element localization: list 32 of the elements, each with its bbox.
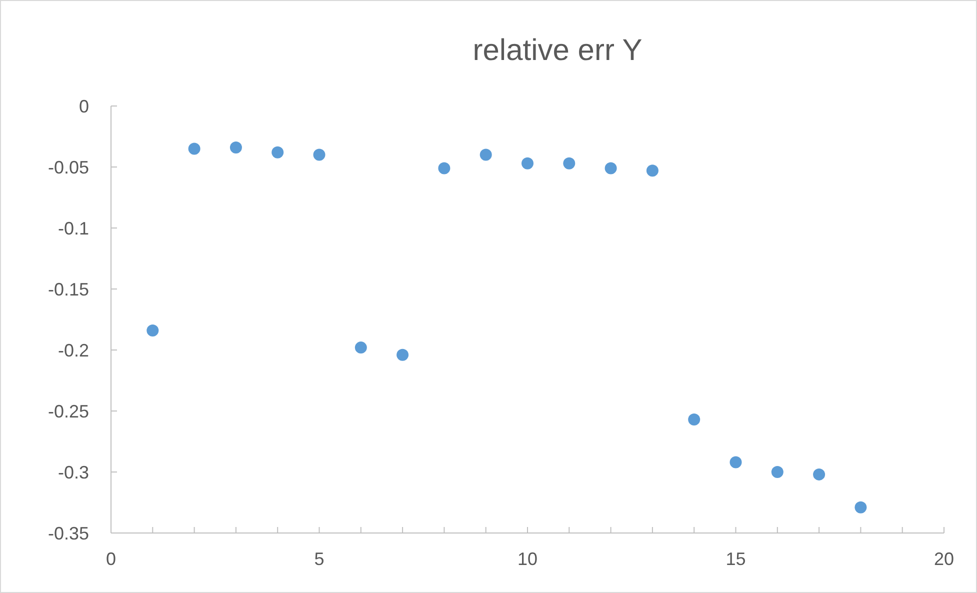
- point: [813, 468, 826, 480]
- point: [854, 501, 867, 514]
- y-tick-label: -0.1: [58, 218, 89, 238]
- point: [563, 157, 576, 170]
- chart-title: relative err Y: [472, 34, 642, 67]
- point: [313, 148, 326, 161]
- point: [396, 348, 409, 361]
- point: [230, 141, 242, 154]
- y-tick-label: 0: [78, 96, 89, 116]
- point: [522, 157, 534, 170]
- y-tick-label: -0.2: [58, 340, 89, 360]
- point: [272, 146, 284, 158]
- x-tick-label: 5: [314, 549, 324, 569]
- y-tick-label: -0.05: [48, 157, 89, 178]
- point: [146, 324, 159, 336]
- point: [188, 142, 200, 155]
- y-tick-label: -0.25: [48, 401, 89, 422]
- y-tick-label: -0.15: [48, 279, 89, 300]
- point: [354, 342, 367, 354]
- point: [771, 466, 784, 478]
- x-tick-label: 20: [934, 549, 954, 569]
- y-tick-label: -0.35: [48, 523, 89, 544]
- point: [646, 164, 658, 177]
- point: [480, 148, 492, 161]
- x-tick-label: 0: [106, 549, 116, 569]
- point: [438, 162, 450, 174]
- point: [730, 456, 742, 468]
- point: [688, 414, 700, 426]
- point: [604, 162, 617, 174]
- x-tick-label: 15: [726, 549, 746, 569]
- x-tick-label: 10: [517, 549, 538, 569]
- y-tick-label: -0.3: [58, 462, 89, 482]
